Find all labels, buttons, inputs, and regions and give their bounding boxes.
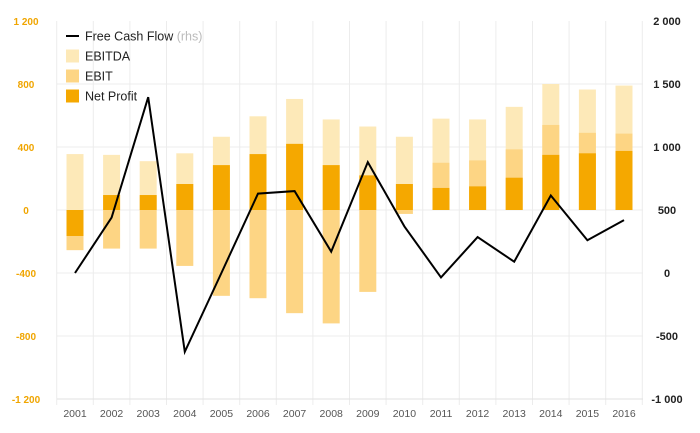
legend: Free Cash Flow (rhs) EBITDA EBIT Net Profit bbox=[66, 30, 202, 104]
left-tick-label: -400 bbox=[16, 269, 36, 280]
bar-net-profit-2005 bbox=[212, 165, 230, 210]
x-tick-label: 2013 bbox=[503, 408, 527, 420]
legend-label-free-cash-flow: Free Cash Flow (rhs) bbox=[85, 30, 202, 44]
x-tick-label: 2004 bbox=[173, 408, 197, 420]
x-tick-label: 2001 bbox=[63, 408, 87, 420]
x-tick-label: 2002 bbox=[100, 408, 124, 420]
x-tick-label: 2011 bbox=[430, 408, 453, 420]
legend-swatch-net-profit bbox=[66, 89, 79, 103]
grid-lines bbox=[56, 21, 643, 405]
bar-ebit-2003 bbox=[139, 210, 157, 249]
x-tick-label: 2005 bbox=[210, 408, 234, 420]
bars bbox=[66, 84, 633, 324]
legend-swatch-ebit bbox=[66, 69, 79, 83]
right-tick-label: 1 000 bbox=[653, 142, 681, 154]
right-tick-label: 500 bbox=[658, 205, 676, 217]
legend-label-ebitda: EBITDA bbox=[85, 50, 131, 64]
bar-net-profit-2001 bbox=[66, 210, 84, 236]
bar-ebit-2004 bbox=[176, 210, 194, 266]
free-cash-flow-line-group bbox=[74, 96, 625, 356]
bar-net-profit-2007 bbox=[286, 143, 304, 210]
bar-net-profit-2009 bbox=[359, 175, 377, 210]
bar-ebit-2009 bbox=[359, 210, 377, 292]
legend-label-ebit: EBIT bbox=[85, 70, 113, 84]
bar-ebit-2010 bbox=[395, 210, 413, 214]
bar-net-profit-2015 bbox=[578, 153, 596, 210]
free-cash-flow-line bbox=[74, 96, 625, 356]
bar-net-profit-2011 bbox=[432, 187, 450, 210]
x-axis: 2001 2002 2003 2004 2005 2006 2007 2008 2009 2010… bbox=[63, 408, 636, 420]
bar-net-profit-2008 bbox=[322, 165, 340, 210]
left-tick-label: 400 bbox=[18, 143, 35, 154]
x-tick-label: 2008 bbox=[320, 408, 344, 420]
x-tick-label: 2012 bbox=[466, 408, 490, 420]
bar-net-profit-2013 bbox=[505, 177, 523, 210]
right-axis: 2 000 1 500 1 000 500 0 -500 -1 000 bbox=[651, 16, 682, 406]
legend-swatch-ebitda bbox=[66, 49, 79, 63]
left-tick-label: 0 bbox=[23, 206, 29, 217]
bar-ebit-2007 bbox=[286, 210, 304, 314]
right-tick-label: 0 bbox=[664, 268, 670, 280]
bar-net-profit-2014 bbox=[542, 154, 560, 210]
bar-ebit-2008 bbox=[322, 210, 340, 324]
bar-net-profit-2010 bbox=[395, 184, 413, 210]
x-tick-label: 2014 bbox=[539, 408, 563, 420]
x-tick-label: 2003 bbox=[137, 408, 161, 420]
x-tick-label: 2009 bbox=[356, 408, 380, 420]
left-tick-label: 800 bbox=[18, 80, 35, 91]
x-tick-label: 2007 bbox=[283, 408, 307, 420]
bar-ebit-2005 bbox=[212, 210, 230, 296]
left-tick-label: 1 200 bbox=[13, 17, 38, 28]
right-tick-label: 1 500 bbox=[653, 79, 681, 91]
bar-net-profit-2003 bbox=[139, 195, 157, 210]
x-tick-label: 2015 bbox=[576, 408, 600, 420]
bar-net-profit-2004 bbox=[176, 184, 194, 210]
bar-net-profit-2012 bbox=[469, 186, 487, 210]
bar-ebit-2002 bbox=[103, 210, 121, 249]
x-tick-label: 2010 bbox=[393, 408, 417, 420]
x-tick-label: 2016 bbox=[612, 408, 636, 420]
bar-ebitda-2001 bbox=[66, 154, 84, 210]
bar-ebit-2006 bbox=[249, 210, 267, 299]
left-axis: 1 200 800 400 0 -400 -800 -1 200 bbox=[12, 17, 41, 406]
right-tick-label: -1 000 bbox=[651, 394, 682, 406]
right-tick-label: -500 bbox=[656, 331, 678, 343]
bar-net-profit-2006 bbox=[249, 154, 267, 210]
legend-label-net-profit: Net Profit bbox=[85, 90, 138, 104]
legend-label-suffix: (rhs) bbox=[173, 30, 202, 44]
left-tick-label: -1 200 bbox=[12, 395, 41, 406]
right-tick-label: 2 000 bbox=[653, 16, 681, 28]
left-tick-label: -800 bbox=[16, 332, 36, 343]
x-tick-label: 2006 bbox=[246, 408, 270, 420]
bar-net-profit-2016 bbox=[615, 150, 633, 210]
